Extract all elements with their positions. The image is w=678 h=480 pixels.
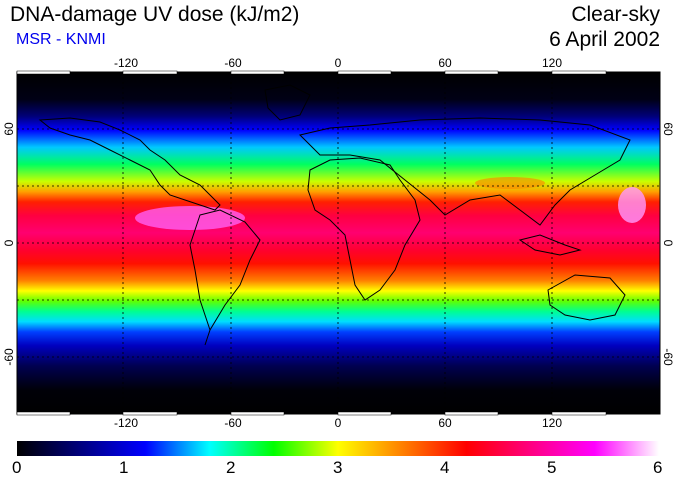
colorbar-label: 6 (653, 458, 663, 477)
uv-maximum-andes (135, 206, 245, 230)
colorbar-label: 4 (440, 458, 450, 477)
graticule (17, 72, 660, 414)
lat-tick-right: 0 (661, 240, 675, 247)
lon-tick-bottom: 0 (335, 416, 342, 430)
lon-tick-top: -120 (114, 56, 138, 70)
uv-low-tibet (475, 177, 545, 189)
lon-tick-bottom: -120 (114, 416, 138, 430)
map-title: DNA-damage UV dose (kJ/m2) (10, 3, 300, 26)
colorbar-label: 2 (226, 458, 236, 477)
lat-tick-left: 60 (2, 122, 16, 136)
frame-ticks-bottom (16, 411, 607, 416)
lat-tick-left: 0 (2, 239, 16, 246)
lat-tick-right: -60 (661, 348, 675, 366)
colorbar-label: 3 (333, 458, 343, 477)
lon-tick-top: 60 (438, 56, 452, 70)
date-label: 6 April 2002 (549, 28, 660, 51)
lat-tick-left: -60 (2, 348, 16, 366)
sky-condition-label: Clear-sky (571, 3, 660, 26)
uv-maximum-western-pacific (618, 187, 646, 223)
lon-tick-top: 120 (542, 56, 562, 70)
coastlines (38, 84, 631, 346)
colorbar-label: 0 (12, 458, 22, 477)
frame-ticks-top (16, 70, 607, 75)
lon-tick-bottom: -60 (224, 416, 242, 430)
lon-tick-top: 0 (335, 56, 342, 70)
colorbar-label: 5 (547, 458, 557, 477)
lon-tick-bottom: 120 (542, 416, 562, 430)
lat-tick-right: 60 (661, 122, 675, 136)
source-label: MSR - KNMI (16, 31, 106, 48)
lon-tick-top: -60 (224, 56, 242, 70)
colorbar (17, 441, 659, 456)
colorbar-label: 1 (119, 458, 129, 477)
lon-tick-bottom: 60 (438, 416, 452, 430)
